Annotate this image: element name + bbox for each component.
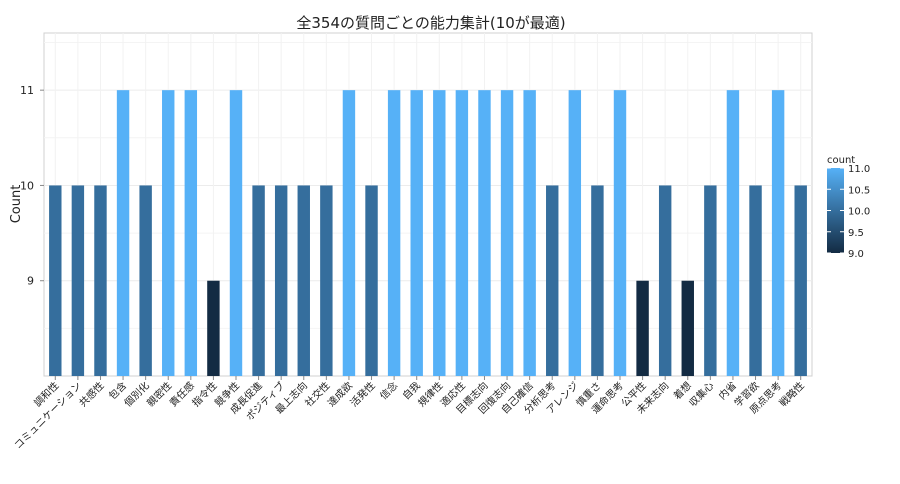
x-tick-label: 共感性 xyxy=(76,379,106,409)
bar xyxy=(94,185,107,376)
bar xyxy=(433,90,446,377)
bar xyxy=(591,185,604,376)
chart-title: 全354の質問ごとの能力集計(10が最適) xyxy=(296,14,565,32)
y-axis-ticks: 9 10 11 xyxy=(20,84,44,288)
y-tick-label: 11 xyxy=(20,84,34,97)
plot-panel xyxy=(43,32,813,377)
bars xyxy=(49,90,807,377)
legend-tick-label: 10.5 xyxy=(848,185,870,196)
bar xyxy=(49,185,62,376)
bar xyxy=(658,185,672,376)
bar xyxy=(297,185,310,376)
bar xyxy=(523,90,536,377)
bar xyxy=(410,90,423,377)
y-axis-label: Count xyxy=(9,185,24,224)
x-tick-label: 収集心 xyxy=(686,379,716,409)
bar xyxy=(184,90,198,377)
x-tick-label: 戦略性 xyxy=(776,379,806,409)
bar xyxy=(252,185,265,376)
bar xyxy=(455,90,469,377)
legend-tick-label: 11.0 xyxy=(848,164,870,175)
bar xyxy=(749,185,762,376)
bar xyxy=(342,90,356,377)
legend-title: count xyxy=(827,155,855,166)
bar xyxy=(794,185,807,376)
bar xyxy=(229,90,243,377)
y-tick-label: 10 xyxy=(20,179,34,192)
bar xyxy=(387,90,401,377)
x-tick-label: 活発性 xyxy=(347,379,377,409)
bar xyxy=(274,185,288,376)
bar xyxy=(726,90,740,377)
bar xyxy=(207,280,220,376)
bar xyxy=(704,185,717,376)
legend-colorbar xyxy=(827,168,844,253)
bar xyxy=(613,90,627,377)
bar xyxy=(139,185,152,376)
bar xyxy=(546,185,559,376)
legend-tick-label: 10.0 xyxy=(848,207,870,218)
y-tick-label: 9 xyxy=(27,275,34,288)
bar xyxy=(636,280,649,376)
bar xyxy=(771,90,785,377)
legend-tick-label: 9.0 xyxy=(848,249,864,260)
legend: count 11.0 10.5 10.0 9.5 9.0 xyxy=(827,155,870,260)
bar xyxy=(71,185,85,376)
bar xyxy=(365,185,378,376)
legend-tick-label: 9.5 xyxy=(848,228,864,239)
x-tick-label: 信念 xyxy=(377,379,400,402)
bar xyxy=(162,90,175,377)
bar xyxy=(478,90,491,377)
bar xyxy=(320,185,333,376)
bar xyxy=(568,90,582,377)
bar xyxy=(681,280,694,376)
bar xyxy=(500,90,514,377)
bar xyxy=(116,90,130,377)
